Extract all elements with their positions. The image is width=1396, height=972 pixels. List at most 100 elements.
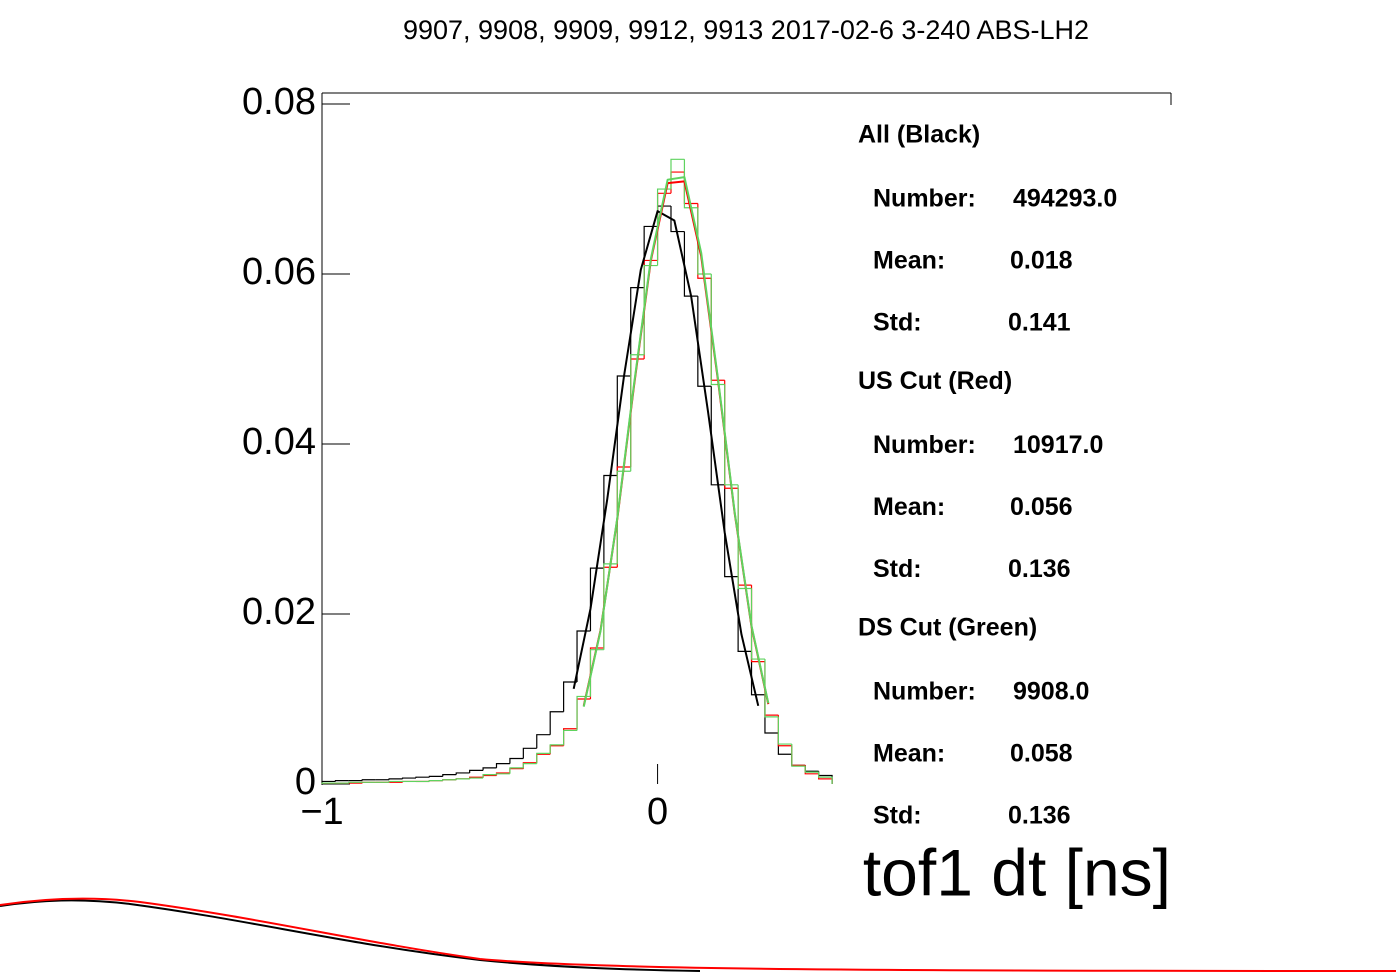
histogram-bin: [710, 278, 725, 381]
histogram-bin: [348, 781, 363, 784]
histogram-bin: [482, 767, 497, 771]
histogram-bin: [737, 576, 752, 653]
histogram-bin: [710, 274, 725, 386]
histogram-bin: [603, 474, 618, 569]
histogram-bin: [697, 296, 712, 387]
histogram-bin: [415, 776, 430, 779]
stats-value: 0.136: [1008, 802, 1071, 830]
x-axis-label: tof1 dt [ns]: [863, 835, 1171, 909]
histogram-bin: [791, 754, 806, 766]
histogram-bin: [522, 763, 537, 768]
histogram-bin: [495, 763, 510, 768]
histogram-bin: [522, 747, 537, 759]
stats-label: Std:: [873, 802, 922, 830]
histogram-bin: [643, 259, 658, 360]
histogram-bin: [321, 782, 336, 784]
histogram-bin: [630, 287, 645, 377]
histogram-bin: [536, 752, 551, 764]
histogram-bin: [401, 777, 416, 779]
histogram-bin: [616, 470, 631, 564]
histogram-bin: [656, 192, 671, 261]
x-tick-label: −1: [300, 791, 343, 833]
histogram-bin: [616, 375, 631, 476]
y-tick-label: 0.04: [242, 421, 316, 463]
histogram-bin: [603, 563, 618, 650]
stats-heading: US Cut (Red): [858, 367, 1012, 395]
stats-value: 0.136: [1008, 555, 1071, 583]
histogram-bin: [509, 767, 524, 774]
histogram-bin: [482, 774, 497, 778]
histogram-bin: [442, 779, 457, 781]
stats-label: Number:: [873, 185, 976, 213]
histogram-bin: [777, 716, 792, 745]
histogram-bin: [563, 729, 578, 745]
stats-value: 494293.0: [1013, 185, 1117, 213]
histogram-bin: [697, 203, 712, 279]
histogram-bin: [616, 466, 631, 568]
histogram-bin: [428, 780, 443, 782]
histogram-bin: [495, 773, 510, 775]
stats-label: Std:: [873, 309, 922, 337]
stats-value: 9908.0: [1013, 678, 1089, 706]
histogram-bin: [549, 745, 564, 755]
x-tick-label: 0: [647, 791, 668, 833]
histogram-bin: [536, 753, 551, 763]
stats-label: Mean:: [873, 740, 945, 768]
histogram-bin: [764, 661, 779, 716]
histogram-bin: [670, 206, 685, 233]
histogram-bin: [697, 207, 712, 275]
histogram-bin: [818, 772, 833, 784]
histogram-bin: [563, 681, 578, 712]
histogram-bin: [388, 780, 403, 783]
histogram-bin: [643, 264, 658, 355]
histogram-bin: [724, 380, 739, 489]
histogram-bin: [442, 774, 457, 777]
histogram-bin: [536, 734, 551, 749]
stats-label: Mean:: [873, 247, 945, 275]
histogram-bin: [737, 488, 752, 586]
chart-title: 9907, 9908, 9909, 9912, 9913 2017-02-6 3…: [403, 15, 1089, 45]
histogram-bin: [750, 585, 765, 663]
histogram-bin: [630, 354, 645, 472]
stats-value: 0.056: [1010, 493, 1073, 521]
histogram-bin: [670, 158, 685, 190]
histogram-bin: [549, 711, 564, 735]
stats-label: Number:: [873, 678, 976, 706]
histogram-bin: [509, 768, 524, 773]
y-tick-label: 0.02: [242, 591, 316, 633]
histogram-bin: [388, 778, 403, 780]
histogram-bin: [469, 777, 484, 779]
histogram-bin: [589, 649, 604, 697]
histogram-bin: [764, 659, 779, 718]
stats-label: Std:: [873, 555, 922, 583]
stats-heading: DS Cut (Green): [858, 614, 1037, 642]
histogram-bin: [428, 775, 443, 778]
histogram-bin: [482, 774, 497, 779]
stats-value: 0.141: [1008, 309, 1071, 337]
histogram-bin: [455, 778, 470, 780]
stats-label: Mean:: [873, 493, 945, 521]
stats-label: Number:: [873, 431, 976, 459]
histogram-bin: [724, 384, 739, 486]
histogram-bin: [750, 651, 765, 696]
fit-curve: [572, 210, 760, 707]
histogram-bin: [509, 757, 524, 764]
histogram-bin: [630, 358, 645, 467]
histogram-bin: [804, 766, 819, 773]
histogram-bin: [737, 484, 752, 590]
partial-plot-curve: [0, 899, 701, 972]
histogram-bin: [563, 728, 578, 746]
histogram-bin: [334, 780, 349, 782]
y-tick-label: 0.08: [242, 81, 316, 123]
histogram-bin: [710, 386, 725, 486]
fit-curve: [582, 176, 770, 707]
histogram-bin: [683, 231, 698, 297]
histogram-bin: [791, 745, 806, 766]
y-tick-label: 0.06: [242, 251, 316, 293]
histogram-bin: [603, 566, 618, 649]
partial-plot-curve: [0, 897, 1396, 972]
histogram-bin: [724, 484, 739, 578]
stats-value: 10917.0: [1013, 431, 1103, 459]
histogram-bin: [469, 769, 484, 773]
